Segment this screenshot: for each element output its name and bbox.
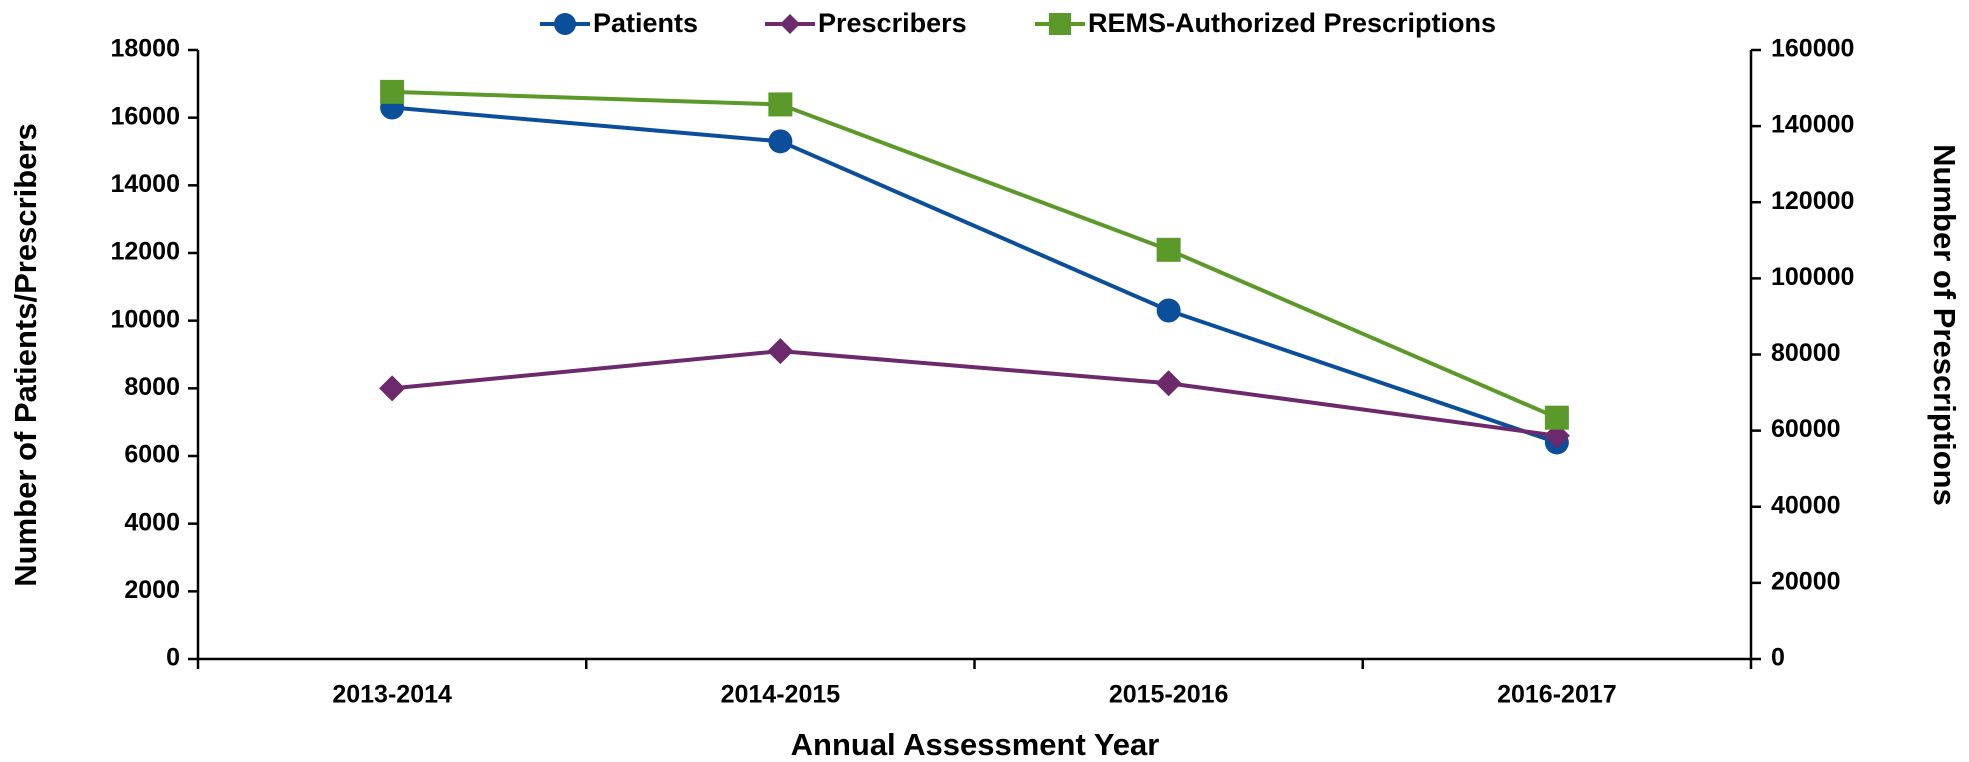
y-tick-label: 8000 <box>124 373 180 401</box>
series-line <box>391 349 1558 438</box>
marker <box>780 14 800 34</box>
y2-tick-label: 20000 <box>1771 567 1841 595</box>
marker <box>1544 405 1569 430</box>
x-tick-label: 2014-2015 <box>721 681 841 709</box>
y-axis-title: Number of Patients/Prescribers <box>8 123 43 586</box>
y-tick-label: 10000 <box>110 305 180 333</box>
series-line <box>391 105 1558 445</box>
x-tick-label: 2013-2014 <box>332 681 452 709</box>
marker <box>768 129 793 154</box>
y2-tick-label: 60000 <box>1771 415 1841 443</box>
marker <box>380 79 405 104</box>
y2-tick-label: 120000 <box>1771 187 1854 215</box>
marker <box>767 338 794 365</box>
x-tick-label: 2015-2016 <box>1109 681 1229 709</box>
marker <box>1155 370 1182 397</box>
y2-tick-label: 40000 <box>1771 491 1841 519</box>
y2-tick-label: 80000 <box>1771 339 1841 367</box>
y-tick-label: 16000 <box>110 102 180 130</box>
marker <box>768 92 793 117</box>
legend-label: Prescribers <box>818 8 967 38</box>
y-tick-label: 6000 <box>124 441 180 469</box>
y-tick-label: 2000 <box>124 576 180 604</box>
y-tick-label: 4000 <box>124 508 180 536</box>
y2-axis-title: Number of Prescriptions <box>1927 144 1962 506</box>
y-tick-label: 12000 <box>110 238 180 266</box>
y-tick-label: 0 <box>166 644 180 672</box>
marker <box>1156 237 1181 262</box>
y2-tick-label: 100000 <box>1771 263 1854 291</box>
series-line <box>392 89 1558 420</box>
y-tick-label: 18000 <box>110 35 180 63</box>
legend-label: REMS-Authorized Prescriptions <box>1088 8 1496 38</box>
y2-tick-label: 0 <box>1771 644 1785 672</box>
y-tick-label: 14000 <box>110 170 180 198</box>
marker <box>1049 13 1071 35</box>
x-axis-title: Annual Assessment Year <box>791 727 1160 762</box>
marker <box>554 13 576 35</box>
y2-tick-label: 140000 <box>1771 111 1854 139</box>
marker <box>1156 298 1181 323</box>
x-tick-label: 2016-2017 <box>1497 681 1617 709</box>
legend-label: Patients <box>593 8 698 38</box>
y2-tick-label: 160000 <box>1771 35 1854 63</box>
marker <box>379 375 406 402</box>
